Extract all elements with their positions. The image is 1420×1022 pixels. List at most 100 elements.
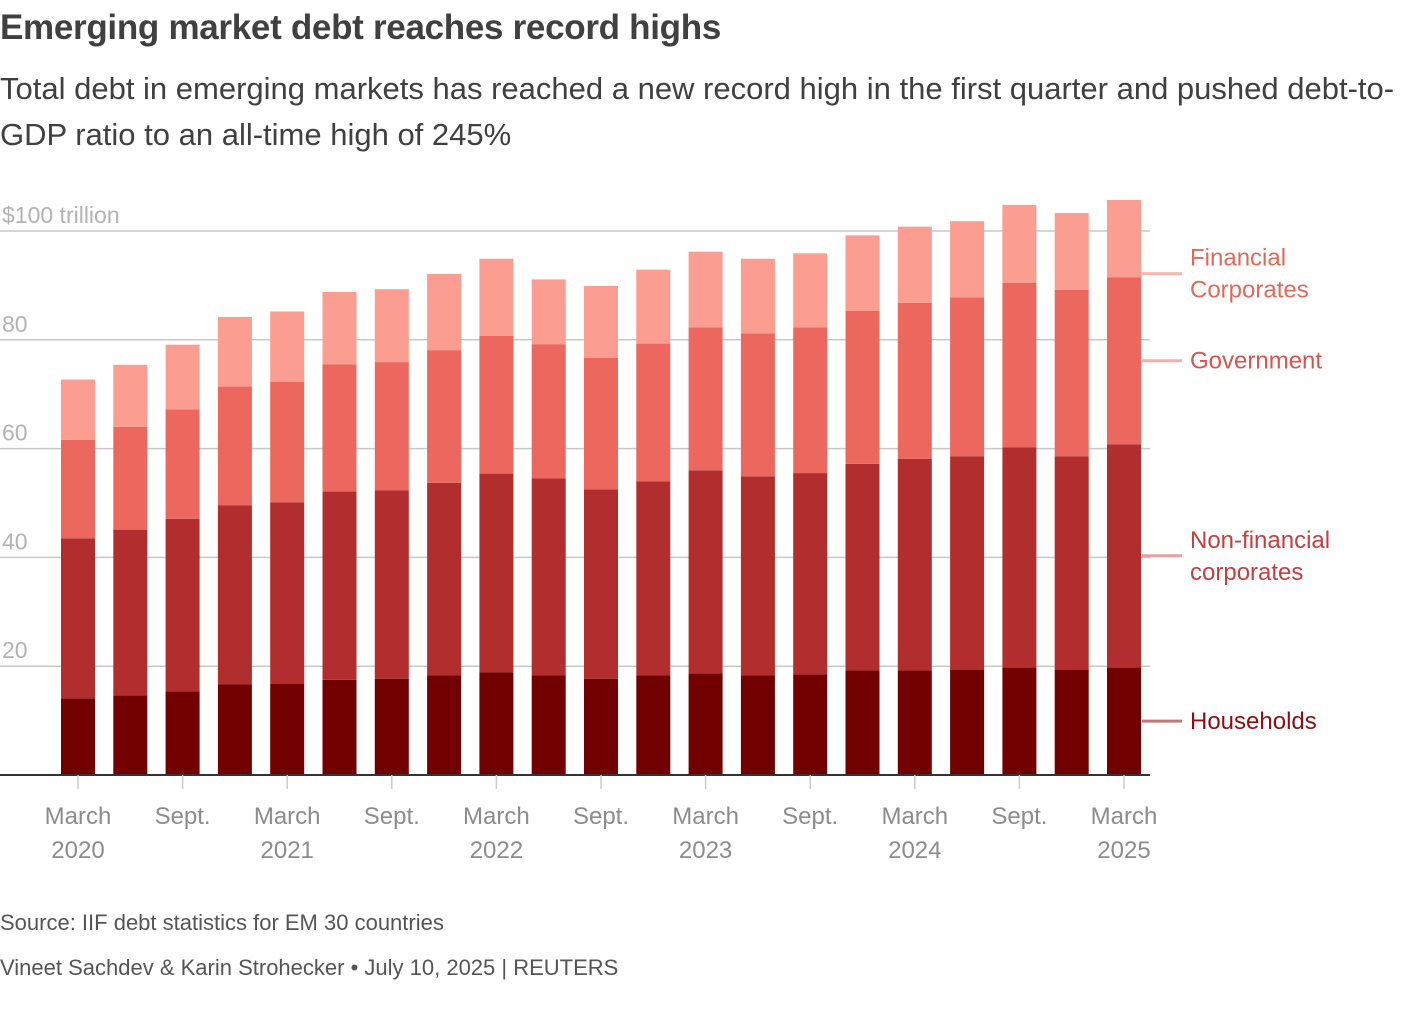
bar-segment-non-financial-corporates-15 — [845, 463, 880, 671]
bar-segment-government-18 — [1002, 282, 1037, 448]
bar-segment-government-17 — [950, 297, 985, 457]
series-label-financial-corporates-line1: Financial — [1190, 245, 1286, 272]
bar-segment-government-6 — [374, 362, 409, 491]
bar-segment-non-financial-corporates-17 — [950, 456, 985, 671]
x-tick-label-10: Sept. — [573, 803, 629, 830]
bar-segment-non-financial-corporates-16 — [897, 458, 932, 671]
chart-subtitle: Total debt in emerging markets has reach… — [0, 71, 1395, 152]
bar-segment-financial-corporates-0 — [61, 379, 95, 440]
x-tick-label-4: March — [254, 803, 321, 830]
bar-segment-government-0 — [61, 439, 95, 539]
bar-segment-financial-corporates-16 — [897, 226, 932, 303]
bar-segment-government-7 — [427, 350, 462, 483]
x-tick-label-2: Sept. — [155, 803, 211, 830]
bar-segment-government-3 — [217, 386, 252, 506]
y-tick-label-100: $100 trillion — [2, 202, 120, 228]
series-label-government: Government — [1190, 348, 1322, 375]
byline-bullet: • — [344, 955, 365, 980]
bar-segment-households-8 — [479, 672, 514, 775]
bar-segment-households-11 — [636, 675, 671, 775]
bar-segment-non-financial-corporates-10 — [584, 489, 618, 679]
bar-segment-financial-corporates-3 — [217, 316, 252, 387]
bar-segment-government-8 — [479, 335, 514, 474]
x-tick-year-4: 2021 — [261, 837, 314, 864]
bar-segment-households-4 — [270, 683, 305, 775]
x-tick-year-12: 2023 — [679, 837, 732, 864]
y-tick-label-40: 40 — [2, 528, 28, 554]
bar-segment-government-13 — [740, 333, 775, 477]
bar-segment-non-financial-corporates-7 — [427, 482, 462, 676]
byline-authors: Vineet Sachdev & Karin Strohecker — [0, 955, 345, 980]
bar-segment-government-4 — [270, 381, 305, 503]
x-tick-year-20: 2025 — [1097, 837, 1150, 864]
x-tick-year-0: 2020 — [51, 837, 104, 864]
byline-separator: | — [495, 955, 514, 980]
bar-segment-households-16 — [897, 670, 932, 775]
bar-segment-financial-corporates-7 — [427, 273, 462, 351]
y-tick-label-60: 60 — [2, 420, 28, 446]
bar-segment-government-5 — [322, 364, 357, 492]
bar-segment-non-financial-corporates-8 — [479, 473, 514, 673]
bar-segment-financial-corporates-17 — [950, 221, 985, 298]
bar-segment-households-6 — [374, 678, 409, 775]
bar-segment-financial-corporates-20 — [1107, 199, 1141, 278]
bar-segment-non-financial-corporates-13 — [740, 476, 775, 676]
bar-segment-government-10 — [584, 357, 618, 490]
x-tick-label-18: Sept. — [991, 803, 1047, 830]
bar-segment-households-19 — [1054, 670, 1089, 775]
bar-segment-non-financial-corporates-9 — [531, 478, 566, 676]
byline-publisher: REUTERS — [513, 955, 619, 980]
bar-segment-households-0 — [61, 698, 95, 775]
bar-segment-non-financial-corporates-6 — [374, 490, 409, 679]
bar-segment-non-financial-corporates-20 — [1107, 444, 1141, 668]
bar-segment-financial-corporates-9 — [531, 279, 566, 345]
x-tick-label-0: March — [45, 803, 112, 830]
bar-segment-government-12 — [688, 327, 723, 471]
bar-segment-government-11 — [636, 343, 671, 482]
source-note: Source: IIF debt statistics for EM 30 co… — [0, 910, 444, 935]
bar-segment-financial-corporates-4 — [270, 311, 305, 382]
stacked-bar-chart: $100 trillion 80 60 40 20 March 2020 Sept. March… — [0, 199, 1330, 864]
bar-segment-non-financial-corporates-18 — [1002, 447, 1037, 668]
bar-segment-financial-corporates-5 — [322, 291, 357, 365]
y-tick-label-20: 20 — [2, 637, 28, 663]
bar-segment-non-financial-corporates-14 — [793, 473, 828, 675]
bar-segment-non-financial-corporates-0 — [61, 538, 95, 699]
x-tick-year-8: 2022 — [470, 837, 523, 864]
bar-segment-non-financial-corporates-4 — [270, 502, 305, 684]
bar-segment-financial-corporates-12 — [688, 251, 723, 328]
bar-segment-non-financial-corporates-5 — [322, 491, 357, 680]
bar-segment-government-19 — [1054, 289, 1089, 457]
bar-segment-non-financial-corporates-19 — [1054, 456, 1089, 671]
bar-segment-government-16 — [897, 302, 932, 459]
bar-segment-government-1 — [113, 426, 148, 530]
series-label-households: Households — [1190, 708, 1317, 735]
x-tick-label-20: March — [1091, 803, 1158, 830]
x-tick-label-14: Sept. — [782, 803, 838, 830]
bar-segment-non-financial-corporates-3 — [217, 505, 252, 685]
bar-segment-non-financial-corporates-2 — [165, 518, 200, 692]
x-tick-label-12: March — [672, 803, 739, 830]
x-tick-label-16: March — [881, 803, 948, 830]
bar-segment-non-financial-corporates-1 — [113, 529, 148, 696]
bar-segment-households-20 — [1107, 667, 1141, 775]
byline: Vineet Sachdev & Karin Strohecker • July… — [0, 955, 618, 981]
bar-segment-financial-corporates-11 — [636, 269, 671, 344]
bar-segment-households-7 — [427, 675, 462, 775]
bar-segment-financial-corporates-15 — [845, 235, 880, 311]
x-tick-year-16: 2024 — [888, 837, 941, 864]
bar-segment-households-12 — [688, 673, 723, 775]
bar-segment-households-5 — [322, 679, 357, 775]
bar-segment-households-2 — [165, 691, 200, 775]
bar-segment-financial-corporates-19 — [1054, 213, 1089, 290]
bar-segment-government-14 — [793, 327, 828, 474]
bar-segment-financial-corporates-13 — [740, 258, 775, 334]
chart-title: Emerging market debt reaches record high… — [0, 8, 721, 47]
series-label-non-financial-corporates-line1: Non-financial — [1190, 527, 1330, 554]
bar-segment-financial-corporates-10 — [584, 285, 618, 358]
bar-segment-households-1 — [113, 695, 148, 775]
bar-segment-financial-corporates-8 — [479, 258, 514, 336]
bar-segment-financial-corporates-18 — [1002, 204, 1037, 283]
bar-segment-households-3 — [217, 684, 252, 775]
bar-segment-households-14 — [793, 674, 828, 775]
